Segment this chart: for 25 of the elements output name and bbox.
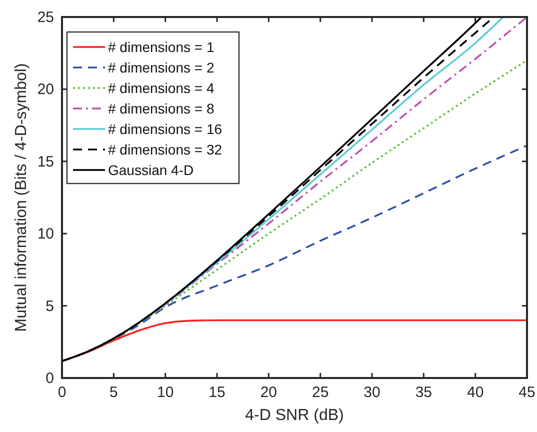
x-tick-label: 45 — [518, 384, 536, 401]
x-tick-label: 25 — [312, 384, 329, 401]
legend-label: # dimensions = 1 — [108, 39, 214, 55]
x-tick-label: 30 — [364, 384, 380, 401]
y-tick-label: 5 — [46, 298, 54, 315]
y-tick-label: 15 — [37, 153, 54, 170]
legend-label: # dimensions = 8 — [108, 100, 214, 116]
x-tick-label: 20 — [260, 384, 278, 401]
y-tick-label: 25 — [37, 9, 54, 26]
y-tick-label: 0 — [46, 370, 54, 387]
legend-label: Gaussian 4-D — [108, 162, 194, 178]
legend-label: # dimensions = 4 — [108, 80, 214, 96]
legend-label: # dimensions = 2 — [108, 60, 214, 76]
y-tick-label: 10 — [37, 226, 54, 243]
x-tick-label: 10 — [156, 384, 174, 401]
legend-label: # dimensions = 16 — [108, 121, 222, 137]
x-tick-label: 40 — [466, 384, 484, 401]
y-axis-title: Mutual information (Bits / 4-D-symbol) — [13, 63, 30, 332]
y-tick-label: 20 — [37, 81, 54, 98]
x-axis-title: 4-D SNR (dB) — [245, 407, 344, 424]
x-tick-label: 5 — [109, 384, 118, 401]
x-tick-label: 35 — [415, 384, 432, 401]
x-tick-label: 15 — [208, 384, 226, 401]
legend-label: # dimensions = 32 — [108, 142, 222, 158]
x-tick-label: 0 — [58, 384, 66, 401]
